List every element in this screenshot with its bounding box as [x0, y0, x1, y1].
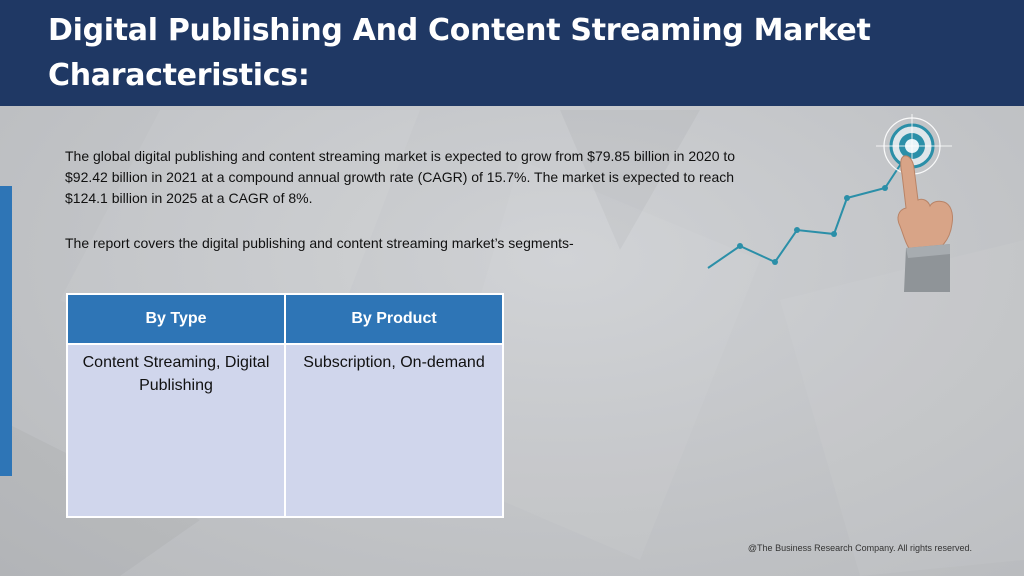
table-row: Content Streaming, Digital Publishing Su… — [66, 343, 504, 518]
table-header-row: By Type By Product — [66, 293, 504, 345]
header-by-product: By Product — [284, 293, 504, 345]
copyright-notice: @The Business Research Company. All righ… — [747, 543, 972, 553]
left-accent-bar — [0, 186, 12, 476]
hand-touching-target-growth-chart-icon — [707, 114, 953, 292]
segments-table: By Type By Product Content Streaming, Di… — [66, 293, 504, 518]
title-bar: Digital Publishing And Content Streaming… — [0, 0, 1024, 106]
market-growth-paragraph: The global digital publishing and conten… — [65, 148, 736, 206]
cell-type-values: Content Streaming, Digital Publishing — [66, 343, 286, 518]
segments-intro-paragraph: The report covers the digital publishing… — [65, 235, 574, 251]
header-by-type: By Type — [66, 293, 286, 345]
slide-title: Digital Publishing And Content Streaming… — [48, 13, 871, 93]
cell-product-values: Subscription, On-demand — [284, 343, 504, 518]
